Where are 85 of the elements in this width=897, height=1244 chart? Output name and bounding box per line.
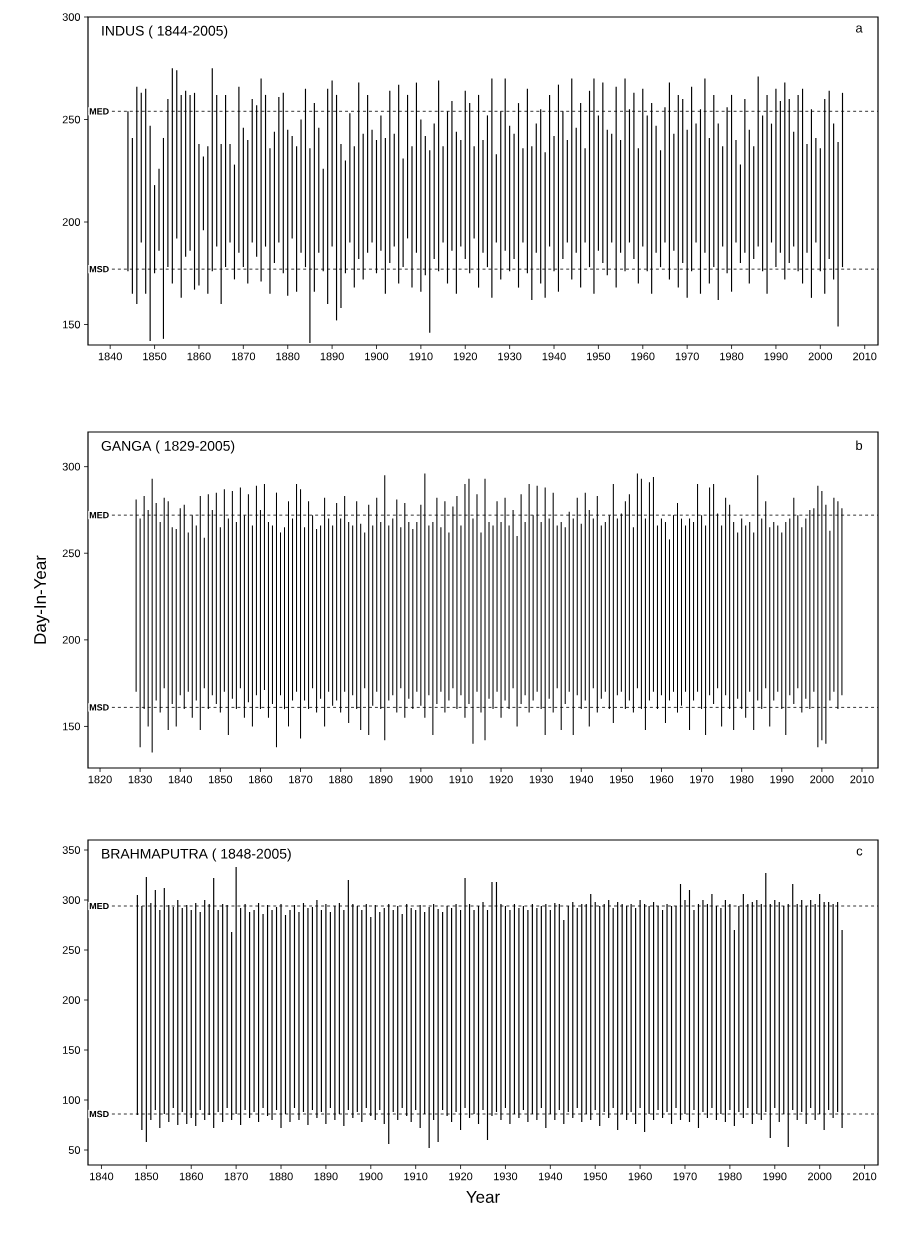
- text: INDUS ( 1844-2005): [102, 25, 228, 39]
- x-tick-label: 1820: [88, 775, 112, 784]
- x-tick-label: 1870: [231, 352, 256, 361]
- annotation: a: [855, 25, 863, 33]
- y-tick-label: 200: [62, 635, 81, 644]
- x-tick-label: 1920: [453, 352, 477, 361]
- ref-line-label: MSD: [89, 265, 109, 273]
- y-tick-label: 200: [62, 218, 81, 226]
- annotation: b: [856, 440, 863, 451]
- x-tick-label: 2000: [810, 775, 834, 784]
- x-tick-label: 2010: [850, 775, 874, 784]
- x-tick-label: 1850: [143, 352, 167, 361]
- y-tick-label: 250: [62, 115, 81, 124]
- x-tick-label: 2000: [808, 352, 833, 361]
- text: GANGA ( 1829-2005): [101, 440, 235, 454]
- y-tick-label: 250: [62, 549, 81, 558]
- x-tick-label: 1960: [650, 775, 674, 784]
- x-tick-label: 1880: [329, 775, 353, 784]
- x-tick-label: 1840: [98, 352, 122, 361]
- x-tick-label: 1890: [314, 1172, 338, 1181]
- x-tick-label: 1980: [718, 1172, 742, 1181]
- x-tick-label: 1830: [128, 775, 152, 784]
- y-tick-label: 200: [62, 996, 81, 1004]
- x-tick-label: 1890: [320, 352, 344, 361]
- x-axis-title: Year: [466, 1191, 500, 1203]
- ref-line-label: MED: [89, 108, 109, 115]
- y-tick-label: 150: [63, 320, 81, 329]
- text: BRAHMAPUTRA ( 1848-2005): [102, 848, 291, 862]
- x-tick-label: 1940: [542, 352, 566, 361]
- x-tick-label: 1910: [404, 1172, 428, 1181]
- x-tick-label: 1950: [583, 1172, 607, 1181]
- x-tick-label: 1980: [730, 775, 754, 784]
- x-tick-label: 1930: [494, 1172, 518, 1181]
- annotation: c: [856, 848, 863, 856]
- x-tick-label: 1930: [498, 352, 522, 361]
- x-tick-label: 1840: [90, 1172, 114, 1181]
- x-tick-label: 1900: [365, 352, 389, 361]
- y-tick-label: 300: [62, 462, 81, 471]
- x-tick-label: 1920: [449, 1172, 473, 1181]
- x-tick-label: 1960: [628, 1172, 652, 1181]
- x-tick-label: 1910: [449, 775, 473, 784]
- y-tick-label: 150: [63, 722, 81, 731]
- x-tick-label: 1970: [673, 1172, 697, 1181]
- x-tick-label: 1970: [675, 352, 699, 361]
- ref-line-label: MED: [89, 512, 109, 519]
- x-tick-label: 1950: [610, 775, 634, 784]
- x-tick-label: 1860: [187, 352, 211, 361]
- x-tick-label: 1920: [489, 775, 513, 784]
- x-tick-label: 1900: [409, 775, 433, 784]
- x-tick-label: 1960: [631, 352, 655, 361]
- x-tick-label: 1900: [359, 1172, 383, 1181]
- x-tick-label: 2010: [853, 352, 877, 361]
- x-tick-label: 1990: [763, 1172, 787, 1181]
- ref-line-label: MSD: [89, 704, 109, 711]
- y-tick-label: 300: [62, 13, 81, 21]
- y-axis-title: Day-In-Year: [34, 555, 50, 644]
- x-tick-label: 1940: [569, 775, 593, 784]
- ref-line-label: MED: [89, 902, 109, 910]
- y-tick-label: 350: [62, 846, 81, 854]
- y-tick-label: 50: [68, 1146, 81, 1154]
- x-tick-label: 1850: [208, 775, 233, 784]
- x-tick-label: 1840: [168, 775, 192, 784]
- x-tick-label: 1890: [369, 775, 393, 784]
- x-tick-label: 1980: [720, 352, 744, 361]
- x-tick-label: 1950: [587, 352, 611, 361]
- y-tick-label: 150: [63, 1046, 81, 1054]
- x-tick-label: 1870: [289, 775, 313, 784]
- x-tick-label: 1990: [770, 775, 794, 784]
- x-tick-label: 1940: [538, 1172, 563, 1181]
- x-tick-label: 1880: [276, 352, 300, 361]
- ref-line-label: MSD: [89, 1110, 109, 1118]
- x-tick-label: 1860: [249, 775, 273, 784]
- y-tick-label: 300: [62, 896, 81, 904]
- x-tick-label: 1970: [690, 775, 714, 784]
- x-tick-label: 1930: [529, 775, 553, 784]
- x-tick-label: 1910: [409, 352, 433, 361]
- x-tick-label: 1850: [134, 1172, 159, 1181]
- x-tick-label: 1990: [764, 352, 788, 361]
- y-tick-label: 250: [62, 946, 81, 954]
- x-tick-label: 2010: [852, 1172, 877, 1181]
- x-tick-label: 1880: [269, 1172, 293, 1181]
- x-tick-label: 2000: [808, 1172, 832, 1181]
- y-tick-label: 100: [63, 1096, 81, 1104]
- x-tick-label: 1870: [224, 1172, 248, 1181]
- x-tick-label: 1860: [179, 1172, 203, 1181]
